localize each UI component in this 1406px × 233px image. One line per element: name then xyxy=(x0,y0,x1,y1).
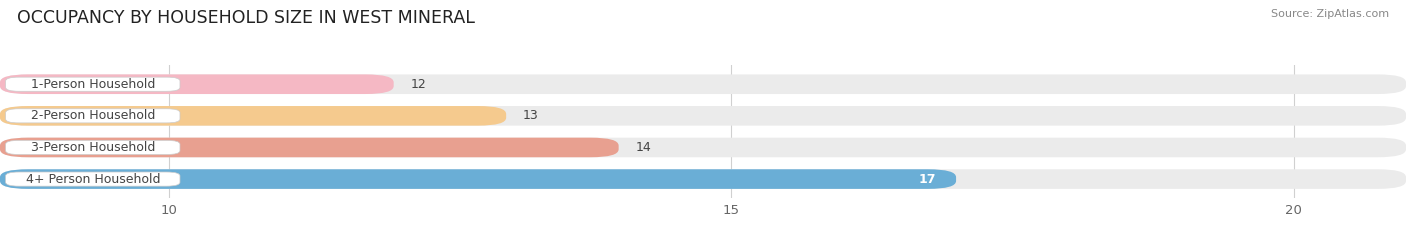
Text: 2-Person Household: 2-Person Household xyxy=(31,109,155,122)
FancyBboxPatch shape xyxy=(0,74,394,94)
FancyBboxPatch shape xyxy=(0,106,506,126)
Text: Source: ZipAtlas.com: Source: ZipAtlas.com xyxy=(1271,9,1389,19)
FancyBboxPatch shape xyxy=(0,169,956,189)
FancyBboxPatch shape xyxy=(0,138,1406,157)
FancyBboxPatch shape xyxy=(6,109,180,123)
FancyBboxPatch shape xyxy=(6,77,180,91)
FancyBboxPatch shape xyxy=(0,106,1406,126)
Text: 17: 17 xyxy=(918,173,936,185)
FancyBboxPatch shape xyxy=(0,169,1406,189)
FancyBboxPatch shape xyxy=(0,138,619,157)
Text: 1-Person Household: 1-Person Household xyxy=(31,78,155,91)
FancyBboxPatch shape xyxy=(0,74,1406,94)
FancyBboxPatch shape xyxy=(6,172,180,186)
FancyBboxPatch shape xyxy=(6,140,180,154)
Text: 12: 12 xyxy=(411,78,426,91)
Text: 4+ Person Household: 4+ Person Household xyxy=(25,173,160,185)
Text: OCCUPANCY BY HOUSEHOLD SIZE IN WEST MINERAL: OCCUPANCY BY HOUSEHOLD SIZE IN WEST MINE… xyxy=(17,9,475,27)
Text: 13: 13 xyxy=(523,109,538,122)
Text: 3-Person Household: 3-Person Household xyxy=(31,141,155,154)
Text: 14: 14 xyxy=(636,141,651,154)
